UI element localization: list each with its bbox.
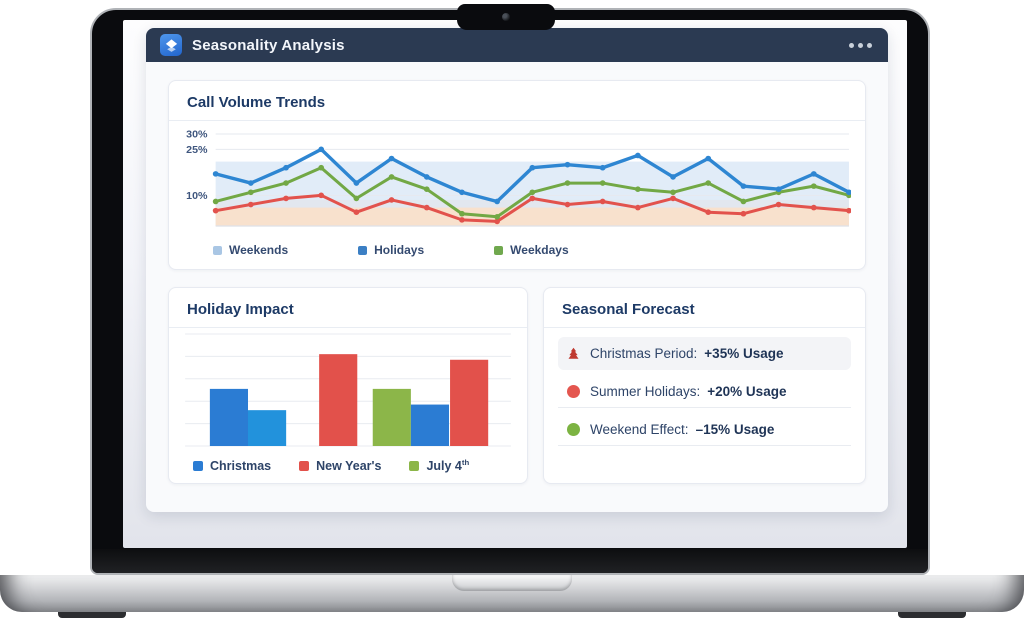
svg-text:10%: 10% <box>186 190 208 202</box>
red-circle-icon <box>567 384 580 398</box>
legend-label: Weekends <box>229 243 289 257</box>
bar-chart-legend: Christmas New Year's July 4th <box>169 454 527 473</box>
legend-swatch-icon <box>299 460 310 471</box>
app-title: Seasonality Analysis <box>192 36 345 54</box>
ellipsis-icon <box>858 42 863 48</box>
card-holiday-impact: Holiday Impact Christmas New Year's July 4… <box>168 287 528 484</box>
line-chart: 30% 25% 10% <box>186 129 851 227</box>
christmas-tree-icon <box>568 347 579 359</box>
card-call-volume-trends: Call Volume Trends 30% 25% 10% Weekends Hol… <box>168 80 866 270</box>
forecast-row: Weekend Effect: –15% Usage <box>558 413 851 446</box>
camera-notch <box>457 4 555 30</box>
forecast-label: Christmas Period: <box>590 346 698 361</box>
laptop-base <box>0 575 1024 612</box>
forecast-list: Christmas Period: +35% Usage Summer Holi… <box>544 328 865 446</box>
app-logo-icon <box>160 34 182 56</box>
app-window: Seasonality Analysis Call Volume Trends … <box>146 28 888 512</box>
card-seasonal-forecast: Seasonal Forecast Christmas Period: +35%… <box>543 287 866 484</box>
card-title: Call Volume Trends <box>187 94 326 111</box>
laptop-lid: Seasonality Analysis Call Volume Trends … <box>90 8 930 575</box>
ellipsis-icon <box>849 42 854 48</box>
legend-swatch-icon <box>494 245 504 255</box>
legend-item[interactable]: Holidays <box>358 243 424 257</box>
legend-item[interactable]: Weekdays <box>494 243 569 257</box>
divider <box>169 327 527 328</box>
divider <box>169 120 865 121</box>
legend-swatch-icon <box>358 245 368 255</box>
forecast-label: Summer Holidays: <box>590 383 701 399</box>
webcam-icon <box>502 13 510 21</box>
legend-label: Holidays <box>374 243 425 257</box>
app-body: Call Volume Trends 30% 25% 10% Weekends Hol… <box>146 62 888 484</box>
svg-text:30%: 30% <box>186 129 208 141</box>
legend-item[interactable]: New Year's <box>299 459 381 473</box>
divider <box>544 327 865 328</box>
forecast-label: Weekend Effect: <box>590 421 689 437</box>
forecast-value: –15% Usage <box>695 421 775 437</box>
ellipsis-icon <box>867 42 872 48</box>
legend-label: July 4th <box>426 458 470 474</box>
forecast-row: Summer Holidays: +20% Usage <box>558 375 851 408</box>
laptop-screen: Seasonality Analysis Call Volume Trends … <box>123 20 907 548</box>
legend-swatch-icon <box>409 460 420 471</box>
app-header: Seasonality Analysis <box>146 28 888 62</box>
legend-label: Christmas <box>210 458 272 473</box>
legend-label: Weekdays <box>510 243 569 257</box>
bar-chart <box>185 333 511 447</box>
forecast-value: +35% Usage <box>704 346 784 361</box>
layers-diamond-icon <box>165 38 177 52</box>
legend-label: New Year's <box>316 458 382 473</box>
legend-item[interactable]: Weekends <box>213 243 288 257</box>
more-options-button[interactable] <box>847 37 874 54</box>
card-title: Seasonal Forecast <box>562 301 695 318</box>
laptop-hinge <box>92 549 928 573</box>
legend-item[interactable]: Christmas <box>193 459 271 473</box>
legend-swatch-icon <box>193 460 203 471</box>
cards-row: Holiday Impact Christmas New Year's July 4… <box>168 287 866 484</box>
forecast-value: +20% Usage <box>707 383 787 399</box>
line-chart-legend: Weekends Holidays Weekdays <box>169 238 865 257</box>
legend-item[interactable]: July 4th <box>409 458 469 473</box>
tree-shape <box>568 347 579 359</box>
svg-text:25%: 25% <box>186 144 208 156</box>
green-circle-icon <box>567 422 580 436</box>
lid-lift-notch <box>452 575 572 591</box>
card-title: Holiday Impact <box>187 301 294 318</box>
legend-swatch-icon <box>213 245 222 255</box>
forecast-row: Christmas Period: +35% Usage <box>558 337 851 370</box>
